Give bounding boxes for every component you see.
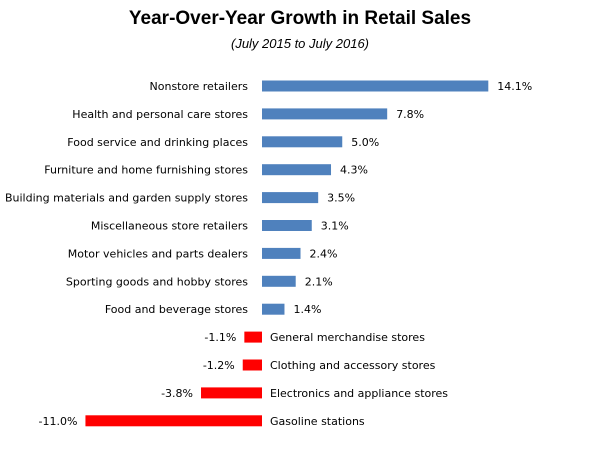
data-label-food-and-beverage-stores: 1.4%	[293, 303, 321, 316]
bar-clothing-and-accessory-stores	[242, 359, 262, 371]
data-label-sporting-goods-and-hobby-stores: 2.1%	[305, 275, 333, 288]
category-label-food-service-and-drinking-places: Food service and drinking places	[67, 136, 248, 149]
data-label-clothing-and-accessory-stores: -1.2%	[203, 359, 235, 372]
bar-food-and-beverage-stores	[262, 303, 285, 315]
category-label-nonstore-retailers: Nonstore retailers	[150, 80, 249, 93]
category-label-gasoline-stations: Gasoline stations	[270, 415, 365, 428]
data-label-gasoline-stations: -11.0%	[39, 415, 78, 428]
bar-gasoline-stations	[85, 415, 262, 427]
chart-subtitle: (July 2015 to July 2016)	[230, 36, 370, 51]
chart-title: Year-Over-Year Growth in Retail Sales	[128, 8, 472, 29]
category-label-food-and-beverage-stores: Food and beverage stores	[105, 303, 248, 316]
bar-electronics-and-appliance-stores	[201, 387, 262, 399]
data-label-motor-vehicles-and-parts-dealers: 2.4%	[310, 247, 338, 260]
category-label-motor-vehicles-and-parts-dealers: Motor vehicles and parts dealers	[68, 247, 249, 260]
data-label-miscellaneous-store-retailers: 3.1%	[321, 220, 349, 233]
data-label-health-and-personal-care-stores: 7.8%	[396, 108, 424, 121]
data-label-furniture-and-home-furnishing-stores: 4.3%	[340, 164, 368, 177]
bar-building-materials-and-garden-supply-stores	[262, 192, 319, 204]
bar-miscellaneous-store-retailers	[262, 220, 312, 231]
data-label-nonstore-retailers: 14.1%	[497, 80, 532, 93]
category-label-health-and-personal-care-stores: Health and personal care stores	[72, 108, 248, 121]
bar-general-merchandise-stores	[244, 331, 262, 343]
data-label-food-service-and-drinking-places: 5.0%	[351, 136, 379, 149]
bar-food-service-and-drinking-places	[262, 136, 343, 148]
category-label-electronics-and-appliance-stores: Electronics and appliance stores	[270, 387, 448, 400]
category-label-general-merchandise-stores: General merchandise stores	[270, 331, 425, 344]
bar-health-and-personal-care-stores	[262, 108, 388, 120]
bar-sporting-goods-and-hobby-stores	[262, 275, 296, 287]
bar-furniture-and-home-furnishing-stores	[262, 164, 332, 176]
category-label-miscellaneous-store-retailers: Miscellaneous store retailers	[91, 220, 248, 233]
data-label-general-merchandise-stores: -1.1%	[204, 331, 236, 344]
category-label-clothing-and-accessory-stores: Clothing and accessory stores	[270, 359, 436, 372]
data-label-building-materials-and-garden-supply-stores: 3.5%	[327, 192, 355, 205]
category-label-furniture-and-home-furnishing-stores: Furniture and home furnishing stores	[44, 164, 248, 177]
bar-motor-vehicles-and-parts-dealers	[262, 247, 301, 259]
category-label-sporting-goods-and-hobby-stores: Sporting goods and hobby stores	[66, 275, 248, 288]
bar-nonstore-retailers	[262, 80, 489, 92]
data-label-electronics-and-appliance-stores: -3.8%	[161, 387, 193, 400]
category-label-building-materials-and-garden-supply-stores: Building materials and garden supply sto…	[5, 192, 248, 205]
